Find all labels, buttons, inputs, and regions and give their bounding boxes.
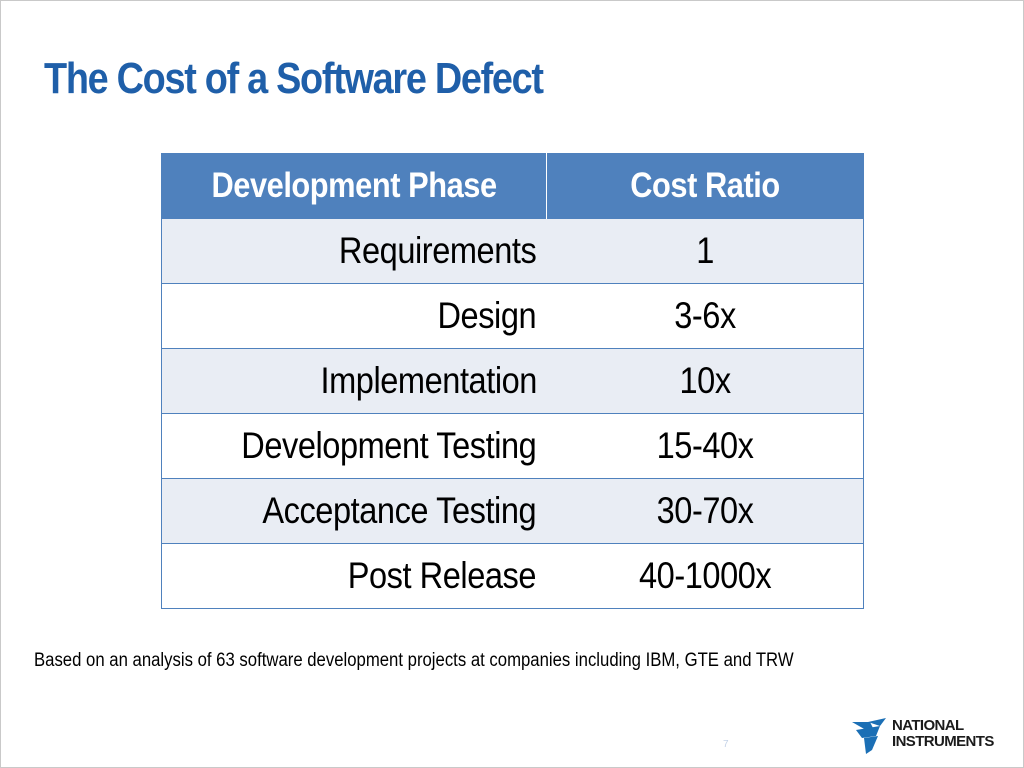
page-number: 7 — [723, 739, 729, 750]
table-row: Acceptance Testing 30-70x — [161, 478, 864, 544]
logo-wordmark: NATIONAL INSTRUMENTS — [892, 718, 994, 750]
table-row: Requirements 1 — [161, 218, 864, 284]
logo-line-instruments: INSTRUMENTS — [892, 733, 994, 750]
table-row: Design 3-6x — [161, 283, 864, 349]
phase-cell: Design — [161, 283, 547, 349]
national-instruments-eagle-icon — [852, 718, 886, 754]
table-header-row: Development Phase Cost Ratio — [161, 153, 864, 219]
phase-cell: Requirements — [161, 218, 547, 284]
phase-cell: Implementation — [161, 348, 547, 414]
ratio-cell: 40-1000x — [546, 543, 864, 609]
header-development-phase: Development Phase — [161, 153, 547, 219]
table-row: Post Release 40-1000x — [161, 543, 864, 609]
phase-cell: Acceptance Testing — [161, 478, 547, 544]
slide-title: The Cost of a Software Defect — [44, 54, 544, 103]
national-instruments-logo: NATIONAL INSTRUMENTS — [850, 716, 1015, 760]
table-row: Implementation 10x — [161, 348, 864, 414]
ratio-cell: 3-6x — [546, 283, 864, 349]
header-cost-ratio: Cost Ratio — [546, 153, 864, 219]
phase-cell: Development Testing — [161, 413, 547, 479]
ratio-cell: 15-40x — [546, 413, 864, 479]
source-footnote: Based on an analysis of 63 software deve… — [34, 650, 794, 671]
ratio-cell: 30-70x — [546, 478, 864, 544]
phase-cell: Post Release — [161, 543, 547, 609]
cost-ratio-table: Development Phase Cost Ratio Requirement… — [161, 153, 864, 609]
logo-line-national: NATIONAL — [892, 717, 964, 734]
table-row: Development Testing 15-40x — [161, 413, 864, 479]
ratio-cell: 1 — [546, 218, 864, 284]
ratio-cell: 10x — [546, 348, 864, 414]
